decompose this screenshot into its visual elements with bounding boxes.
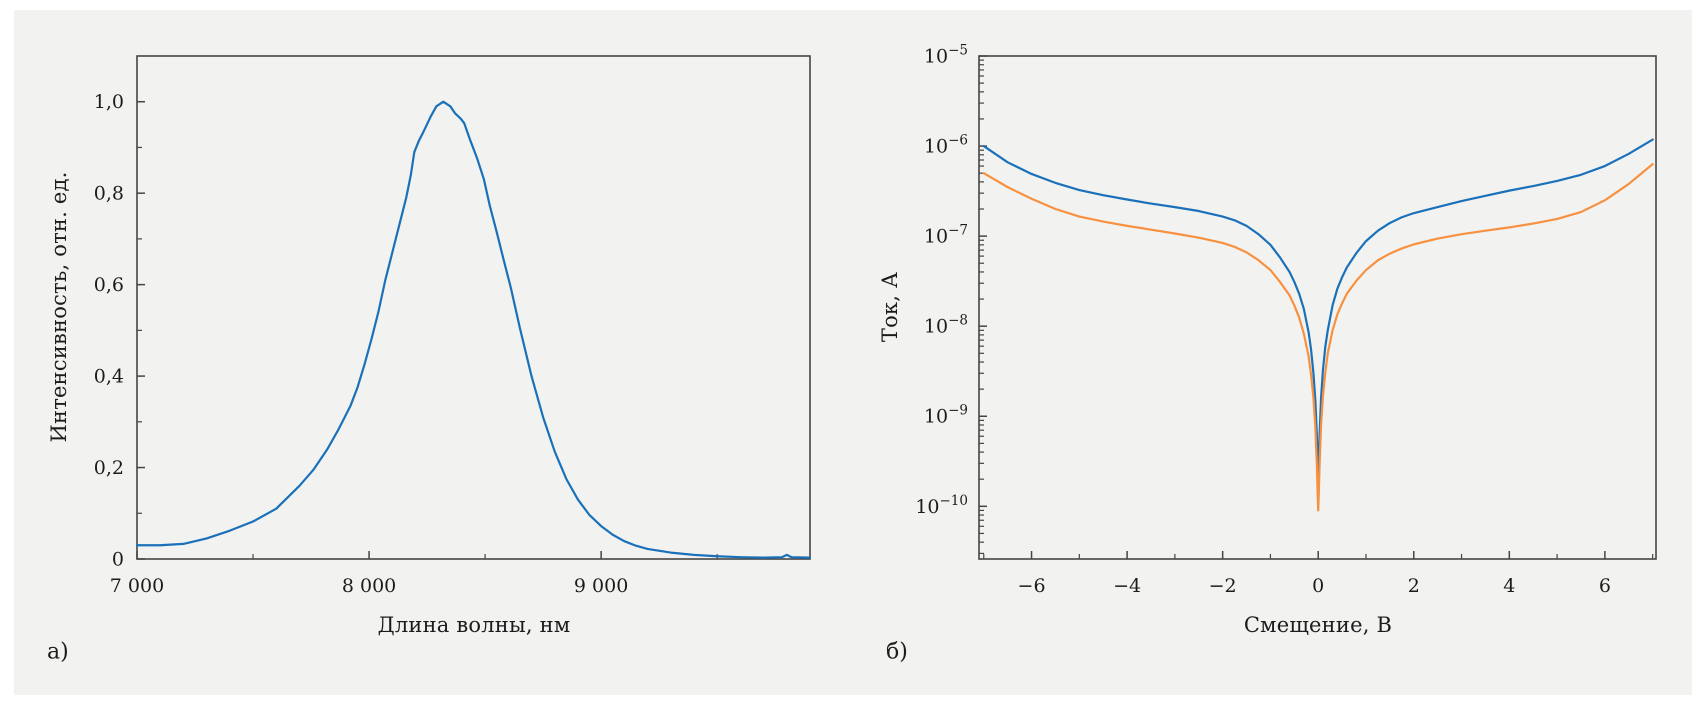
svg-text:9 000: 9 000 — [574, 575, 628, 597]
svg-text:0: 0 — [1312, 575, 1324, 597]
svg-text:4: 4 — [1503, 575, 1515, 597]
svg-text:0,8: 0,8 — [94, 183, 124, 205]
svg-text:7 000: 7 000 — [110, 575, 164, 597]
panel-letter-a: а) — [47, 639, 69, 665]
svg-text:10−6: 10−6 — [924, 133, 968, 158]
svg-text:2: 2 — [1408, 575, 1420, 597]
svg-text:0,6: 0,6 — [94, 274, 124, 296]
svg-text:−2: −2 — [1209, 575, 1237, 597]
svg-text:0,4: 0,4 — [94, 366, 124, 388]
svg-text:6: 6 — [1599, 575, 1611, 597]
iv-x-axis-label: Смещение, В — [1243, 613, 1393, 637]
svg-text:10−8: 10−8 — [924, 313, 968, 338]
svg-text:10−9: 10−9 — [924, 403, 968, 428]
svg-text:−6: −6 — [1018, 575, 1046, 597]
panel-letter-b: б) — [886, 639, 908, 665]
svg-text:8 000: 8 000 — [342, 575, 396, 597]
svg-text:0,2: 0,2 — [94, 457, 124, 479]
svg-text:0: 0 — [112, 549, 124, 571]
spectrum-plot: 7 000 8 000 9 000 0 0,2 0,4 0,6 0,8 1,0 — [94, 55, 812, 597]
iv-y-axis-label: Ток, А — [878, 271, 902, 343]
spectrum-chart: 7 000 8 000 9 000 0 0,2 0,4 0,6 0,8 1,0 Интенсив… — [47, 55, 812, 665]
svg-text:10−5: 10−5 — [924, 43, 968, 68]
figure-panel — [14, 10, 1692, 695]
spectrum-x-axis-label: Длина волны, нм — [377, 613, 571, 637]
svg-text:10−7: 10−7 — [924, 223, 968, 248]
svg-text:1,0: 1,0 — [94, 91, 124, 113]
iv-curve-chart: −6 −4 −2 0 2 4 6 10−5 10−6 10−7 10−8 10−9 10−10 Ток,… — [853, 0, 1706, 705]
iv-curve-plot: −6 −4 −2 0 2 4 6 10−5 10−6 10−7 10−8 10−9 10−10 — [915, 43, 1657, 597]
spectrum-y-axis-label: Интенсивность, отн. ед. — [47, 171, 71, 443]
svg-text:−4: −4 — [1113, 575, 1141, 597]
svg-text:10−10: 10−10 — [915, 493, 968, 518]
